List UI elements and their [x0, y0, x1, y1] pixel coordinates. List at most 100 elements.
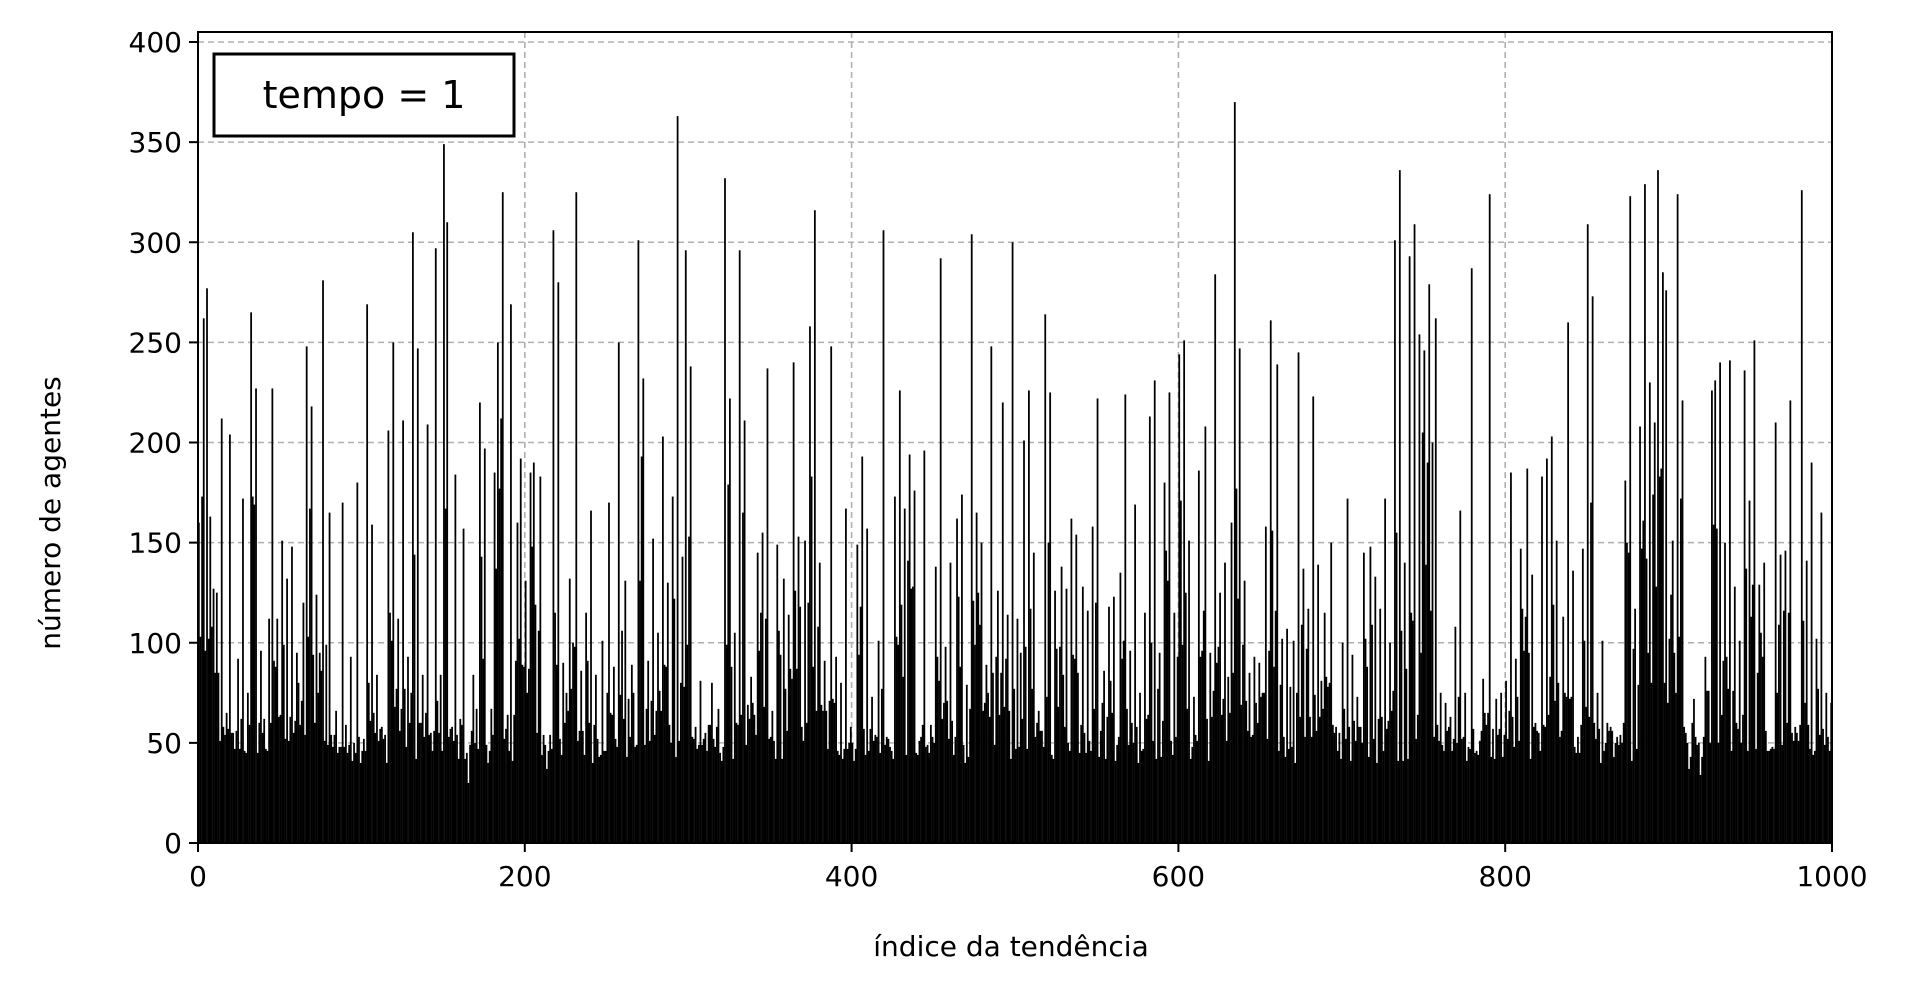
bar — [1242, 644, 1244, 843]
bar — [794, 590, 797, 843]
bar — [418, 722, 421, 843]
bar — [609, 712, 612, 843]
bar — [317, 692, 320, 843]
bar — [802, 740, 805, 843]
bar — [861, 456, 864, 843]
bar — [681, 556, 684, 843]
bar — [1137, 762, 1140, 843]
bar — [246, 692, 249, 843]
bar — [1766, 750, 1769, 843]
bar — [665, 666, 668, 843]
bar — [1091, 526, 1094, 843]
bar — [1719, 362, 1721, 843]
bar — [1570, 696, 1573, 843]
bar — [1400, 630, 1403, 843]
bar — [990, 346, 993, 843]
bar — [1707, 690, 1710, 843]
bar — [526, 692, 529, 843]
bar — [939, 258, 942, 843]
bar — [513, 714, 516, 843]
bar — [1173, 612, 1176, 843]
bar — [1130, 722, 1133, 843]
bar — [662, 436, 664, 843]
bar — [1175, 736, 1177, 843]
bar — [1088, 740, 1091, 843]
bar — [1586, 224, 1589, 844]
bar — [782, 578, 785, 843]
bar — [425, 712, 427, 843]
bar — [1197, 470, 1200, 843]
bar — [1096, 398, 1099, 843]
bar — [1139, 692, 1141, 843]
bar — [465, 752, 468, 843]
bar — [1756, 672, 1759, 843]
bar — [269, 722, 272, 843]
bar — [671, 496, 674, 843]
bar — [658, 690, 661, 843]
bar — [1660, 468, 1663, 843]
bar — [349, 656, 352, 843]
bar — [1810, 462, 1813, 843]
bar — [1264, 526, 1267, 843]
bar — [302, 602, 305, 843]
bar — [1273, 666, 1275, 843]
bar — [578, 730, 581, 843]
bar — [1266, 738, 1269, 843]
bar — [1207, 760, 1210, 843]
bar — [854, 748, 857, 843]
bar — [957, 596, 960, 843]
bar — [390, 640, 393, 843]
bar — [972, 600, 975, 843]
bar — [1684, 732, 1687, 843]
bar — [1554, 700, 1556, 843]
bar — [993, 744, 996, 843]
bar — [282, 644, 285, 843]
bar — [1632, 648, 1635, 843]
bar — [925, 746, 927, 843]
bar — [1671, 540, 1674, 843]
bar — [1425, 564, 1427, 843]
bar — [1206, 718, 1208, 843]
bar — [938, 680, 940, 843]
bar — [367, 682, 370, 843]
bar — [1624, 480, 1627, 843]
bar — [454, 474, 457, 843]
bar — [495, 568, 498, 843]
bar — [1010, 758, 1012, 843]
bar — [1528, 652, 1530, 843]
bar — [876, 736, 878, 843]
bar — [1706, 690, 1708, 843]
bar — [841, 758, 844, 843]
bar — [341, 502, 344, 843]
bar — [1799, 724, 1802, 843]
bar — [831, 698, 834, 843]
bar — [823, 660, 826, 843]
bar — [1086, 610, 1089, 843]
bar — [1505, 680, 1507, 843]
bar — [1291, 746, 1293, 843]
bar — [1313, 694, 1316, 843]
bar — [869, 728, 872, 843]
bar — [1828, 750, 1831, 843]
bar — [1560, 730, 1563, 843]
bar — [544, 744, 547, 843]
bar — [237, 658, 239, 843]
bar — [1358, 726, 1360, 843]
bar — [313, 722, 316, 843]
bar — [751, 702, 754, 843]
y-tick-label: 50 — [146, 727, 182, 760]
bar — [1271, 530, 1274, 843]
bar — [394, 706, 396, 843]
bar — [652, 538, 654, 843]
bar — [1150, 642, 1153, 843]
bar — [366, 304, 369, 844]
bar — [1663, 682, 1666, 843]
bar — [1085, 752, 1087, 843]
bar — [683, 686, 686, 843]
bar — [318, 652, 321, 843]
bar — [550, 748, 553, 843]
bar — [880, 688, 883, 843]
bar — [1750, 616, 1753, 843]
bar — [1065, 588, 1068, 843]
bar — [1712, 524, 1715, 843]
